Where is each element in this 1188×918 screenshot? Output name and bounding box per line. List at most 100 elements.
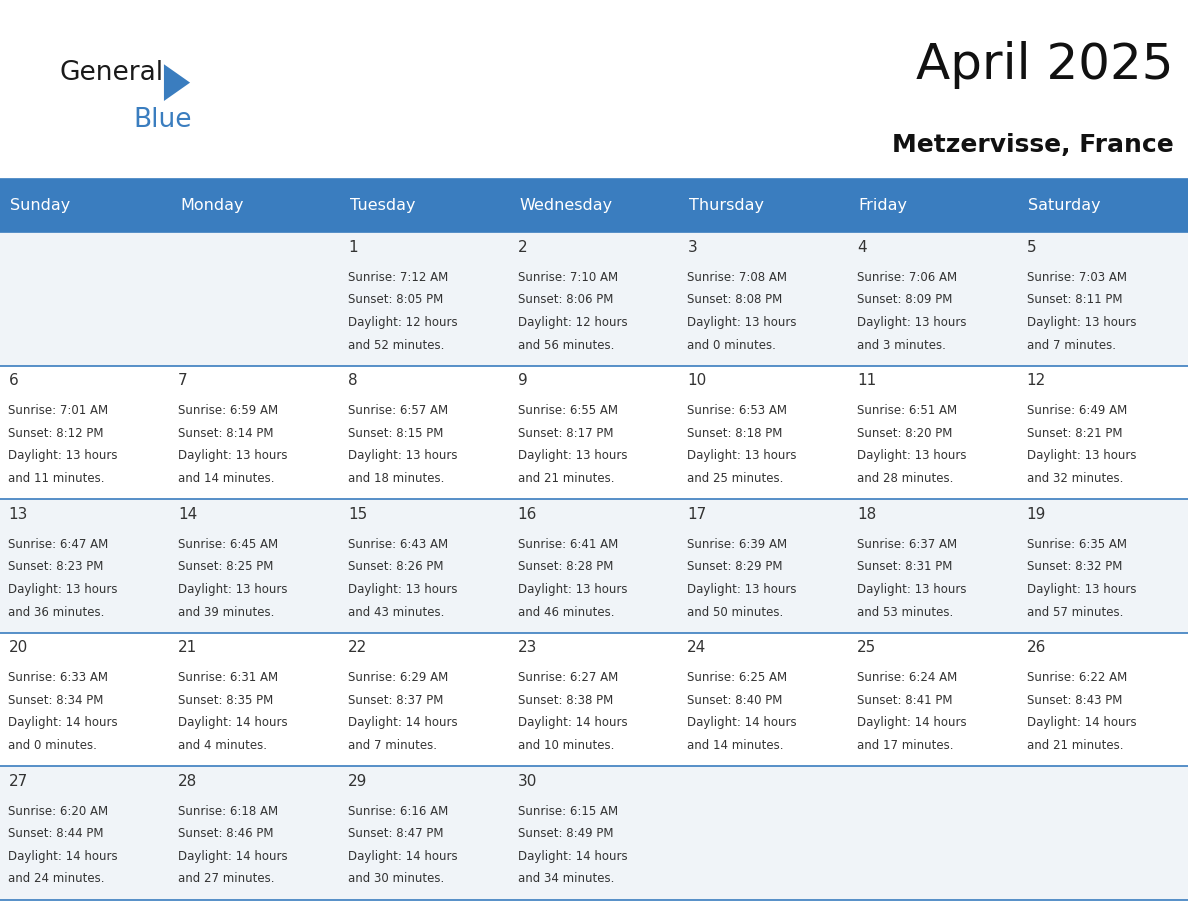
Text: Blue: Blue (133, 107, 191, 133)
Text: Daylight: 13 hours: Daylight: 13 hours (857, 316, 967, 329)
Bar (170, 365, 340, 499)
Text: Sunset: 8:26 PM: Sunset: 8:26 PM (348, 560, 443, 574)
Bar (848, 767, 1018, 900)
Text: Daylight: 13 hours: Daylight: 13 hours (178, 583, 287, 596)
Bar (0, 365, 170, 499)
Text: Sunset: 8:20 PM: Sunset: 8:20 PM (857, 427, 953, 440)
Text: 16: 16 (518, 507, 537, 521)
Bar (510, 179, 678, 232)
Text: Sunset: 8:14 PM: Sunset: 8:14 PM (178, 427, 273, 440)
Text: and 25 minutes.: and 25 minutes. (688, 472, 784, 485)
Bar (678, 179, 848, 232)
Text: and 52 minutes.: and 52 minutes. (348, 339, 444, 352)
Text: and 46 minutes.: and 46 minutes. (518, 606, 614, 619)
Text: Sunrise: 6:22 AM: Sunrise: 6:22 AM (1026, 671, 1127, 684)
Text: and 21 minutes.: and 21 minutes. (1026, 739, 1124, 752)
Text: and 17 minutes.: and 17 minutes. (857, 739, 954, 752)
Text: Sunrise: 7:03 AM: Sunrise: 7:03 AM (1026, 271, 1126, 284)
Text: Daylight: 14 hours: Daylight: 14 hours (688, 716, 797, 730)
Text: Sunrise: 6:37 AM: Sunrise: 6:37 AM (857, 538, 958, 551)
Text: and 14 minutes.: and 14 minutes. (688, 739, 784, 752)
Text: Daylight: 13 hours: Daylight: 13 hours (1026, 583, 1136, 596)
Text: and 11 minutes.: and 11 minutes. (8, 472, 105, 485)
Text: Daylight: 13 hours: Daylight: 13 hours (348, 450, 457, 463)
Text: and 30 minutes.: and 30 minutes. (348, 872, 444, 886)
Text: Sunset: 8:08 PM: Sunset: 8:08 PM (688, 294, 783, 307)
Text: Daylight: 14 hours: Daylight: 14 hours (857, 716, 967, 730)
Text: Sunday: Sunday (11, 198, 70, 213)
Text: 9: 9 (518, 373, 527, 388)
Text: Sunset: 8:12 PM: Sunset: 8:12 PM (8, 427, 105, 440)
Bar (0, 179, 170, 232)
Bar (340, 232, 510, 365)
Bar (510, 232, 678, 365)
Text: Sunset: 8:21 PM: Sunset: 8:21 PM (1026, 427, 1123, 440)
Text: Sunrise: 7:10 AM: Sunrise: 7:10 AM (518, 271, 618, 284)
Text: Sunset: 8:41 PM: Sunset: 8:41 PM (857, 694, 953, 707)
Text: and 0 minutes.: and 0 minutes. (8, 739, 97, 752)
Text: 23: 23 (518, 640, 537, 655)
Text: and 0 minutes.: and 0 minutes. (688, 339, 776, 352)
Text: Daylight: 13 hours: Daylight: 13 hours (1026, 316, 1136, 329)
Text: April 2025: April 2025 (916, 41, 1174, 89)
Text: Sunrise: 6:39 AM: Sunrise: 6:39 AM (688, 538, 788, 551)
Bar (510, 499, 678, 633)
Text: Sunrise: 6:33 AM: Sunrise: 6:33 AM (8, 671, 108, 684)
Polygon shape (164, 64, 190, 101)
Text: and 3 minutes.: and 3 minutes. (857, 339, 946, 352)
Text: and 39 minutes.: and 39 minutes. (178, 606, 274, 619)
Text: Sunset: 8:25 PM: Sunset: 8:25 PM (178, 560, 273, 574)
Text: 1: 1 (348, 240, 358, 254)
Bar (170, 232, 340, 365)
Text: and 43 minutes.: and 43 minutes. (348, 606, 444, 619)
Text: Sunrise: 6:35 AM: Sunrise: 6:35 AM (1026, 538, 1126, 551)
Text: Sunrise: 6:49 AM: Sunrise: 6:49 AM (1026, 404, 1127, 418)
Text: Sunset: 8:06 PM: Sunset: 8:06 PM (518, 294, 613, 307)
Text: and 21 minutes.: and 21 minutes. (518, 472, 614, 485)
Text: Sunset: 8:37 PM: Sunset: 8:37 PM (348, 694, 443, 707)
Bar (170, 499, 340, 633)
Text: Sunrise: 6:25 AM: Sunrise: 6:25 AM (688, 671, 788, 684)
Text: Sunset: 8:17 PM: Sunset: 8:17 PM (518, 427, 613, 440)
Text: Sunrise: 6:29 AM: Sunrise: 6:29 AM (348, 671, 448, 684)
Text: Sunset: 8:31 PM: Sunset: 8:31 PM (857, 560, 953, 574)
Text: Daylight: 13 hours: Daylight: 13 hours (8, 583, 118, 596)
Text: 28: 28 (178, 774, 197, 789)
Text: Sunset: 8:28 PM: Sunset: 8:28 PM (518, 560, 613, 574)
Text: Sunset: 8:29 PM: Sunset: 8:29 PM (688, 560, 783, 574)
Text: Sunset: 8:44 PM: Sunset: 8:44 PM (8, 827, 105, 840)
Text: and 7 minutes.: and 7 minutes. (1026, 339, 1116, 352)
Bar (510, 365, 678, 499)
Text: and 50 minutes.: and 50 minutes. (688, 606, 784, 619)
Text: 12: 12 (1026, 373, 1045, 388)
Text: and 14 minutes.: and 14 minutes. (178, 472, 274, 485)
Text: Sunset: 8:18 PM: Sunset: 8:18 PM (688, 427, 783, 440)
Bar (1018, 179, 1188, 232)
Bar (170, 179, 340, 232)
Text: Daylight: 14 hours: Daylight: 14 hours (518, 716, 627, 730)
Text: and 18 minutes.: and 18 minutes. (348, 472, 444, 485)
Text: Monday: Monday (179, 198, 244, 213)
Bar (848, 232, 1018, 365)
Bar (0, 232, 170, 365)
Text: and 53 minutes.: and 53 minutes. (857, 606, 953, 619)
Bar (1018, 232, 1188, 365)
Bar (848, 365, 1018, 499)
Text: Sunrise: 6:41 AM: Sunrise: 6:41 AM (518, 538, 618, 551)
Text: Metzervisse, France: Metzervisse, France (892, 133, 1174, 157)
Text: Sunrise: 6:16 AM: Sunrise: 6:16 AM (348, 805, 448, 818)
Bar (848, 499, 1018, 633)
Text: and 7 minutes.: and 7 minutes. (348, 739, 437, 752)
Text: Daylight: 13 hours: Daylight: 13 hours (857, 583, 967, 596)
Bar (510, 633, 678, 767)
Bar (1018, 365, 1188, 499)
Text: 24: 24 (688, 640, 707, 655)
Text: 19: 19 (1026, 507, 1047, 521)
Text: 2: 2 (518, 240, 527, 254)
Bar (0, 767, 170, 900)
Text: Sunrise: 6:27 AM: Sunrise: 6:27 AM (518, 671, 618, 684)
Text: Saturday: Saturday (1029, 198, 1101, 213)
Text: Daylight: 13 hours: Daylight: 13 hours (688, 316, 797, 329)
Bar (678, 232, 848, 365)
Bar (1018, 767, 1188, 900)
